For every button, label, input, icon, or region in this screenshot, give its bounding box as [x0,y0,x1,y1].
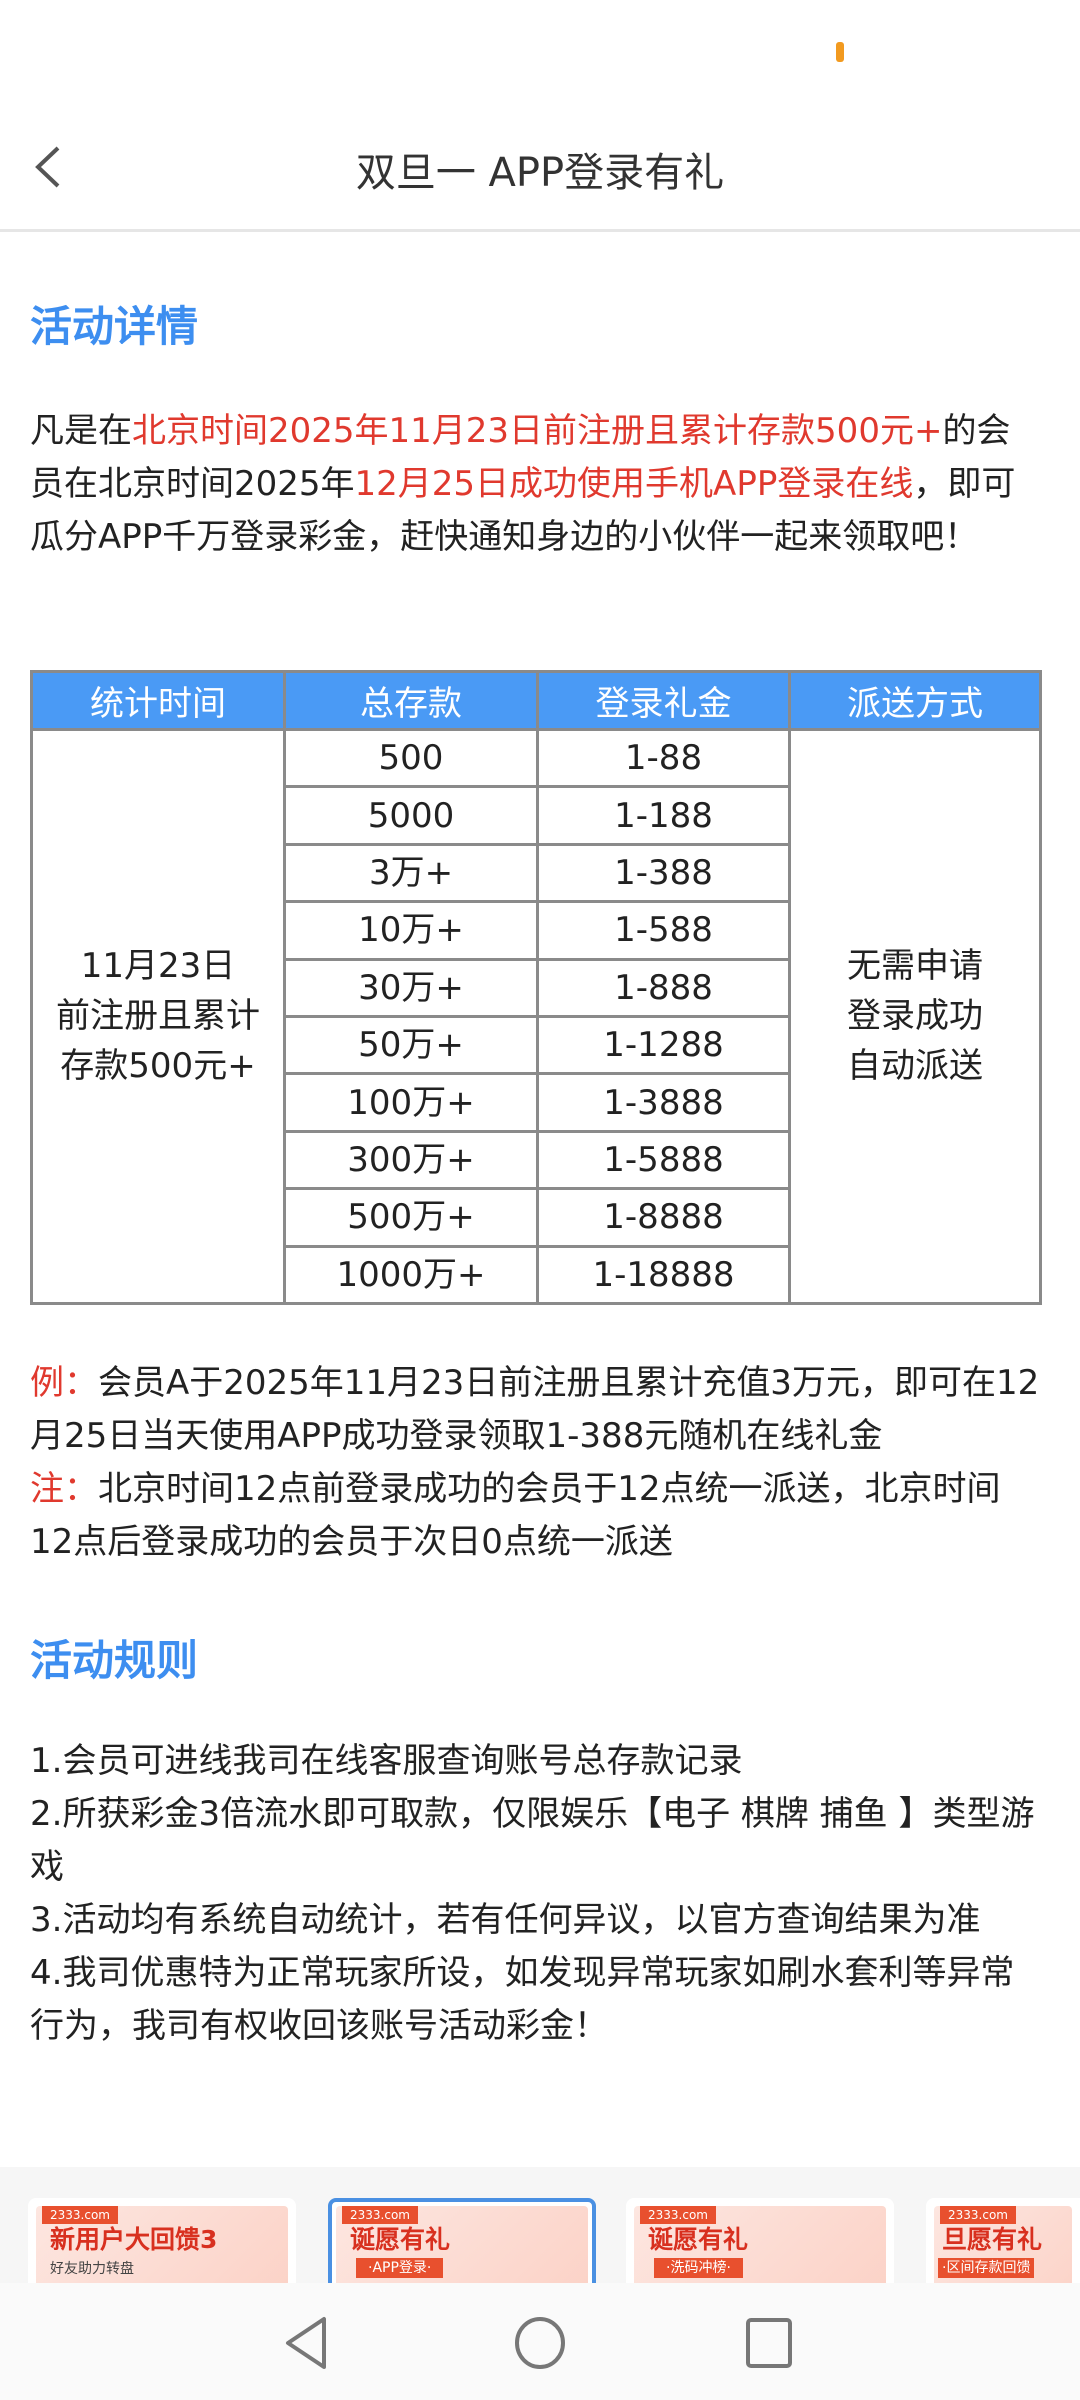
deposit-cell: 100万+ [283,1072,539,1133]
banner-subtitle: ·APP登录· [356,2258,444,2278]
method-cell-line: 登录成功 [847,996,983,1037]
table-row: 100万+ 1-3888 [32,1072,1041,1133]
time-cell-line: 前注册且累计 [56,996,260,1037]
intro-text: 凡是在北京时间2025年11月23日前注册且累计存款500元+的会员在北京时间2… [30,405,1042,564]
note-label: 注： [30,1469,98,1509]
banner-subtitle: 好友助力转盘 [50,2261,134,2277]
method-cell-line: 无需申请 [847,946,983,987]
back-button[interactable] [30,142,70,192]
rule-item: 1.会员可进线我司在线客服查询账号总存款记录 [30,1741,743,1781]
intro-part: ，即可瓜分APP千万登录彩金，赶快通知身边的小伙伴一起来领取吧！ [30,464,1016,557]
bonus-cell: 1-8888 [536,1187,791,1248]
method-cell-line: 自动派送 [847,1046,983,1087]
deposit-cell: 500万+ [283,1187,539,1248]
section-title-rules: 活动规则 [30,1636,199,1685]
table-header: 派送方式 [788,670,1042,731]
bonus-cell: 1-888 [536,957,791,1018]
time-cell: 11月23日 前注册且累计 存款500元+ [30,728,286,1305]
note-body: 北京时间12点前登录成功的会员于12点统一派送，北京时间12点后登录成功的会员于… [30,1469,1001,1562]
nav-back-icon[interactable] [282,2315,332,2371]
banner-title: 诞愿有礼 [350,2225,451,2254]
banner-brand: 2333.com [42,2206,118,2224]
banner-title: 诞愿有礼 [648,2225,749,2254]
page-title: 双旦一 APP登录有礼 [355,150,725,196]
method-cell: 无需申请登录成功自动派送 [788,728,1042,1305]
table-row: 300万+ 1-5888 [32,1129,1041,1191]
bonus-cell: 1-388 [536,842,791,904]
intro-highlight: 12月25日成功使用手机APP登录在线 [354,464,914,504]
table-row: 30万+ 1-888 [32,957,1041,1018]
rules-list: 1.会员可进线我司在线客服查询账号总存款记录 2.所获彩金3倍流水即可取款，仅限… [30,1735,1042,2053]
bonus-cell: 1-188 [536,785,791,846]
chevron-left-icon [35,146,60,188]
deposit-cell: 50万+ [283,1014,539,1076]
intro-part: 的会员在北京时间2025年 [30,411,1011,504]
bonus-cell: 1-18888 [536,1244,791,1305]
table-header: 登录礼金 [536,670,791,731]
deposit-cell: 1000万+ [283,1244,539,1305]
status-bar [0,0,1080,100]
banner-brand: 2333.com [640,2206,716,2224]
deposit-cell: 10万+ [283,900,539,961]
banner-brand: 2333.com [940,2206,1016,2224]
example-body: 会员A于2025年11月23日前注册且累计充值3万元，即可在12月25日当天使用… [30,1363,1040,1456]
table-row: 11月23日 前注册且累计 存款500元+ 500 1-88 无需申请 登录成功 自动派送 [30,727,1042,1305]
rule-item: 3.活动均有系统自动统计，若有任何异议，以官方查询结果为准 [30,1900,981,1940]
deposit-cell: 3万+ [283,842,539,904]
table-row: 5000 1-188 [32,785,1041,846]
bonus-cell: 1-588 [536,900,791,961]
example-label: 例： [30,1363,98,1403]
table-row: 1000万+ 1-18888 [32,1244,1041,1305]
banner-title: 旦愿有礼 [942,2225,1043,2254]
deposit-cell: 5000 [283,785,539,846]
banner-title: 新用户大回馈3 [50,2225,218,2254]
intro-part: 凡是在 [30,411,132,451]
nav-home-icon[interactable] [513,2315,567,2371]
nav-recents-icon[interactable] [744,2315,794,2371]
rule-item: 4.我司优惠特为正常玩家所设，如发现异常玩家如刷水套利等异常行为，我司有权收回该… [30,1953,1015,2046]
bonus-cell: 1-88 [536,727,791,789]
rule-item: 2.所获彩金3倍流水即可取款，仅限娱乐【电子 棋牌 捕鱼 】类型游戏 [30,1794,1035,1887]
table-row: 10万+ 1-588 [32,900,1041,961]
table-row: 50万+ 1-1288 [32,1014,1041,1076]
time-cell-line: 存款500元+ [60,1046,256,1087]
status-indicator-icon [836,42,844,62]
system-nav-bar [0,2283,1080,2400]
bonus-cell: 1-1288 [536,1014,791,1076]
intro-highlight: 北京时间2025年11月23日前注册且累计存款500元+ [132,411,943,451]
section-title-details: 活动详情 [30,302,199,351]
table-header: 总存款 [283,670,539,731]
deposit-cell: 30万+ [283,957,539,1018]
deposit-cell: 300万+ [283,1129,539,1191]
time-cell-line: 11月23日 [80,946,236,987]
deposit-cell: 500 [283,727,539,789]
table-row: 3万+ 1-388 [32,842,1041,904]
bonus-cell: 1-5888 [536,1129,791,1191]
reward-table: 统计时间 总存款 登录礼金 派送方式 11月23日 前注册且累计 存款500元+ 50… [30,670,1042,1305]
top-bar: 双旦一 APP登录有礼 [0,100,1080,232]
table-row: 500万+ 1-8888 [32,1187,1041,1248]
banner-subtitle: ·洗码冲榜· [654,2258,743,2278]
banner-brand: 2333.com [342,2206,418,2224]
table-header: 统计时间 [30,670,286,731]
bonus-cell: 1-3888 [536,1072,791,1133]
banner-subtitle: ·区间存款回馈 [938,2258,1035,2278]
example-text: 例：会员A于2025年11月23日前注册且累计充值3万元，即可在12月25日当天… [30,1357,1042,1569]
